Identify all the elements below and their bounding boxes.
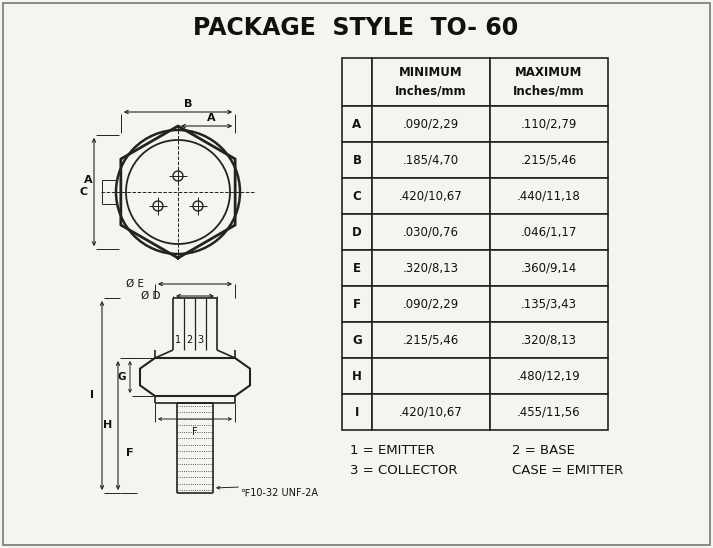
Text: C: C — [80, 187, 88, 197]
Bar — [490, 286, 608, 322]
Bar — [372, 58, 490, 106]
Text: MINIMUM
Inches/mm: MINIMUM Inches/mm — [395, 66, 467, 98]
Text: MAXIMUM
Inches/mm: MAXIMUM Inches/mm — [513, 66, 585, 98]
Text: A: A — [207, 113, 216, 123]
Text: A: A — [83, 175, 92, 185]
Text: 3: 3 — [198, 335, 204, 345]
Bar — [490, 178, 608, 214]
Bar — [342, 322, 372, 358]
Text: .030/0,76: .030/0,76 — [403, 225, 459, 238]
Text: .046/1,17: .046/1,17 — [520, 225, 578, 238]
Text: Ø E: Ø E — [126, 279, 144, 289]
Bar — [342, 250, 372, 286]
Bar — [372, 358, 490, 394]
Text: I: I — [355, 406, 359, 419]
Bar — [490, 142, 608, 178]
Bar — [342, 214, 372, 250]
Bar — [490, 58, 608, 106]
Text: H: H — [103, 420, 113, 431]
Bar — [490, 106, 608, 142]
Text: .320/8,13: .320/8,13 — [403, 261, 459, 275]
Text: CASE = EMITTER: CASE = EMITTER — [512, 464, 623, 477]
Bar — [490, 394, 608, 430]
Text: B: B — [184, 99, 193, 109]
Text: F: F — [126, 448, 134, 458]
Text: F: F — [193, 427, 198, 437]
Bar — [372, 286, 490, 322]
Text: .320/8,13: .320/8,13 — [521, 334, 577, 346]
Text: .360/9,14: .360/9,14 — [521, 261, 577, 275]
Bar — [342, 178, 372, 214]
Bar — [342, 58, 372, 106]
Text: G: G — [352, 334, 362, 346]
Text: D: D — [352, 225, 362, 238]
Text: 1 = EMITTER: 1 = EMITTER — [350, 443, 435, 456]
Text: .215/5,46: .215/5,46 — [521, 153, 577, 167]
Text: C: C — [353, 190, 361, 203]
Bar — [372, 322, 490, 358]
Text: 3 = COLLECTOR: 3 = COLLECTOR — [350, 464, 458, 477]
Text: ℉10-32 UNF-2A: ℉10-32 UNF-2A — [241, 488, 318, 498]
Text: B: B — [352, 153, 361, 167]
Text: A: A — [352, 117, 361, 130]
Bar — [372, 214, 490, 250]
Text: G: G — [118, 372, 126, 382]
Text: H: H — [352, 369, 362, 383]
Text: .455/11,56: .455/11,56 — [517, 406, 581, 419]
Text: 2: 2 — [186, 335, 193, 345]
Bar — [342, 394, 372, 430]
Text: .135/3,43: .135/3,43 — [521, 298, 577, 311]
Bar — [342, 106, 372, 142]
Bar — [490, 358, 608, 394]
Text: F: F — [353, 298, 361, 311]
Bar — [490, 250, 608, 286]
Bar — [372, 142, 490, 178]
Text: .110/2,79: .110/2,79 — [520, 117, 578, 130]
Text: 2 = BASE: 2 = BASE — [512, 443, 575, 456]
Bar — [342, 142, 372, 178]
Text: Ø D: Ø D — [141, 291, 160, 301]
Text: .420/10,67: .420/10,67 — [399, 406, 463, 419]
Bar — [490, 214, 608, 250]
Text: .420/10,67: .420/10,67 — [399, 190, 463, 203]
Text: .090/2,29: .090/2,29 — [403, 117, 459, 130]
Bar — [342, 286, 372, 322]
Text: .185/4,70: .185/4,70 — [403, 153, 459, 167]
Bar — [372, 250, 490, 286]
Bar — [372, 106, 490, 142]
Text: .480/12,19: .480/12,19 — [517, 369, 581, 383]
Text: 1: 1 — [175, 335, 182, 345]
Text: .090/2,29: .090/2,29 — [403, 298, 459, 311]
Bar — [490, 322, 608, 358]
Bar — [372, 178, 490, 214]
Text: E: E — [353, 261, 361, 275]
Text: .215/5,46: .215/5,46 — [403, 334, 459, 346]
Bar — [372, 394, 490, 430]
Bar — [342, 358, 372, 394]
Text: I: I — [90, 391, 94, 401]
Text: PACKAGE  STYLE  TO- 60: PACKAGE STYLE TO- 60 — [193, 16, 518, 40]
Text: .440/11,18: .440/11,18 — [517, 190, 581, 203]
